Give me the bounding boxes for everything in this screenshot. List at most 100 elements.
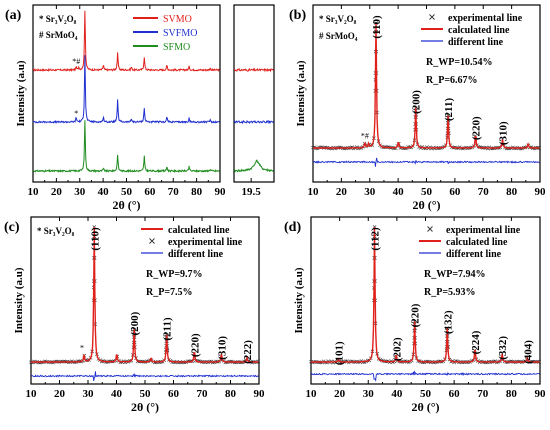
legend-label: SVMO (163, 14, 192, 25)
x-tick-label: 50 (421, 186, 433, 198)
x-tick-label: 19.5 (242, 186, 262, 198)
marker-legend-sr3v2o8: * Sr₃V₂O₈ (39, 14, 77, 24)
x-tick-label: 60 (449, 388, 461, 400)
peak-label: (200) (129, 311, 141, 335)
peak-label: (112) (370, 227, 382, 251)
x-tick-label: 90 (535, 388, 547, 400)
x-tick-label: 80 (191, 186, 203, 198)
y-axis-label: Intensity (a.u) (15, 60, 27, 126)
difference-line (310, 370, 540, 382)
series-line-sfmo (32, 120, 220, 174)
peak-label: (310) (498, 121, 510, 145)
panel-d: 10 20 30 40 50 60 70 80 90 2θ (°) Intensity (a.u) (… (284, 216, 547, 414)
legend-label: calculated line (448, 25, 510, 36)
x-tick-label: 70 (168, 186, 180, 198)
panel-c: 10 20 30 40 50 60 70 80 90 2θ (°) Intensity (a.u) (… (4, 216, 266, 414)
x-tick-label: 90 (535, 186, 547, 198)
peak-annotation: *# (361, 131, 369, 140)
legend-label: experimental line (448, 13, 523, 24)
peak-label: (220) (410, 303, 422, 327)
legend-label: SFMO (163, 42, 190, 53)
marker-legend: # SrMoO₄ (319, 31, 358, 41)
rp-value: R_P=7.5% (146, 287, 193, 298)
peak-annotation: *# (72, 57, 80, 66)
rwp-value: R_WP=7.94% (424, 269, 486, 280)
inset-series-sfmo (233, 159, 274, 173)
x-tick-label: 20 (334, 388, 346, 400)
panel-label: (c) (4, 220, 20, 235)
calculated-line (311, 226, 540, 363)
x-tick-label: 80 (506, 388, 518, 400)
legend-swatch (427, 226, 433, 232)
x-tick-label: 30 (363, 388, 375, 400)
panel-label: (d) (284, 220, 301, 235)
peak-label: (132) (442, 310, 454, 334)
legend-label: different line (168, 249, 224, 260)
x-tick-label: 10 (308, 186, 320, 198)
plot-frame (233, 4, 275, 183)
legend-label: SVFMO (163, 28, 197, 39)
y-axis-label: Intensity (a.u) (295, 60, 307, 126)
series-line-svmo (32, 10, 220, 73)
exp-point (92, 225, 97, 229)
x-tick-label: 30 (83, 388, 95, 400)
x-axis-label: 2θ (°) (411, 400, 439, 414)
plot-frame (312, 4, 541, 183)
x-tick-label: 80 (506, 186, 518, 198)
x-tick-label: 50 (121, 186, 133, 198)
peak-label: (110) (371, 15, 383, 39)
legend-swatch (149, 238, 155, 244)
x-tick-label: 10 (28, 186, 40, 198)
x-tick-label: 50 (140, 388, 152, 400)
peak-label: (224) (470, 330, 482, 354)
x-tick-label: 60 (144, 186, 156, 198)
x-tick-label: 40 (391, 388, 403, 400)
peak-label: (211) (443, 98, 455, 122)
x-axis-label: 2θ (°) (131, 400, 159, 414)
y-axis-label: Intensity (a.u) (13, 267, 25, 333)
x-tick-label: 70 (197, 388, 209, 400)
peak-label: (110) (89, 227, 101, 251)
legend-label: different line (446, 249, 502, 260)
peak-label: (220) (189, 333, 201, 357)
x-tick-label: 20 (54, 388, 66, 400)
marker-legend: * Sr₃V₂O₈ (37, 226, 75, 236)
x-tick-label: 70 (478, 186, 490, 198)
peak-label: (222) (242, 340, 254, 364)
panel-label: (a) (5, 8, 22, 23)
x-tick-label: 20 (51, 186, 63, 198)
panel-a: 10 20 30 40 50 60 70 80 90 2θ (°) Intensity (a.u) (… (5, 4, 227, 212)
x-axis-label: 2θ (°) (112, 198, 140, 212)
legend-swatch (429, 14, 435, 20)
inset-series-svmo (233, 67, 274, 73)
panel-label: (b) (289, 8, 306, 23)
x-tick-label: 30 (74, 186, 86, 198)
peak-label: (310) (216, 336, 228, 360)
x-tick-label: 90 (254, 388, 266, 400)
peak-label: (101) (333, 341, 345, 365)
peak-label: (332) (497, 336, 509, 360)
peak-label: (220) (471, 116, 483, 140)
x-tick-label: 90 (215, 186, 227, 198)
legend-label: calculated line (446, 237, 508, 248)
x-tick-label: 60 (449, 186, 461, 198)
legend-label: different line (448, 37, 504, 48)
difference-line (312, 157, 540, 167)
x-tick-label: 40 (98, 186, 110, 198)
peak-annotation: * (74, 109, 78, 118)
marker-legend-srmoo4: # SrMoO₄ (39, 30, 78, 40)
x-tick-label: 50 (420, 388, 432, 400)
peak-annotation: * (80, 344, 84, 353)
x-tick-label: 30 (364, 186, 376, 198)
peak-label: (404) (522, 340, 534, 364)
difference-line (30, 371, 259, 381)
calculated-line (313, 22, 540, 149)
peak-label: (200) (411, 90, 423, 114)
x-tick-label: 40 (393, 186, 405, 198)
x-tick-label: 60 (168, 388, 180, 400)
x-tick-label: 10 (306, 388, 318, 400)
panel-a-inset: 19.5 (233, 4, 275, 198)
calculated-line (31, 226, 259, 363)
inset-series-svfmo (233, 119, 274, 125)
x-tick-label: 20 (336, 186, 348, 198)
